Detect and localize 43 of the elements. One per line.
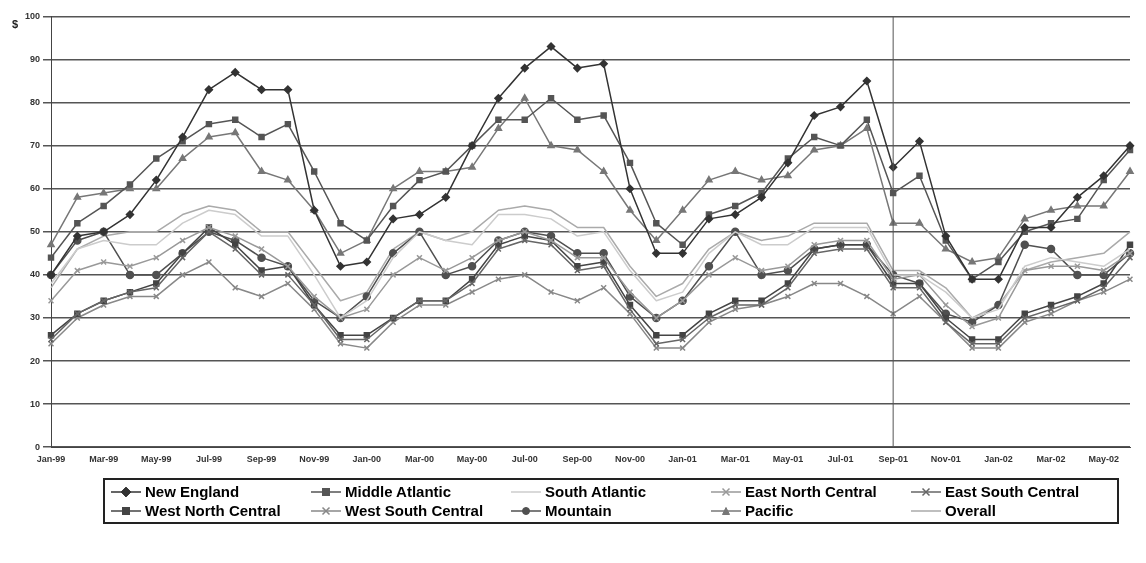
x-tick-label: May-00: [456, 454, 488, 465]
x-tick-label: Mar-99: [89, 454, 119, 465]
y-tick-label: 0: [35, 441, 41, 452]
y-tick-label: 60: [30, 183, 41, 194]
y-tick-label: 80: [30, 97, 41, 108]
legend-label: West South Central: [345, 502, 484, 519]
x-tick-label: Sep-00: [562, 454, 593, 465]
y-tick-label: 90: [30, 53, 41, 64]
x-tick-label: Nov-00: [614, 454, 645, 465]
y-tick-label: 70: [30, 140, 41, 151]
x-tick-label: Mar-02: [1036, 454, 1066, 465]
y-axis-title: $: [12, 18, 19, 30]
legend-label: Overall: [945, 502, 996, 519]
legend-label: East South Central: [945, 483, 1080, 500]
x-tick-label: Mar-01: [720, 454, 750, 465]
x-tick-label: May-02: [1088, 454, 1119, 465]
y-tick-label: 50: [30, 226, 41, 237]
legend-label: South Atlantic: [545, 483, 647, 500]
x-tick-label: Nov-99: [299, 454, 330, 465]
y-tick-label: 30: [30, 312, 41, 323]
x-tick-label: Jul-01: [827, 454, 854, 465]
x-tick-label: Jul-00: [511, 454, 538, 465]
legend-label: Pacific: [745, 502, 794, 519]
y-tick-label: 10: [30, 398, 41, 409]
legend-label: West North Central: [145, 502, 281, 519]
x-tick-label: Jul-99: [195, 454, 222, 465]
x-tick-label: Nov-01: [930, 454, 961, 465]
y-tick-label: 20: [30, 355, 41, 366]
legend-label: Middle Atlantic: [345, 483, 452, 500]
x-tick-label: Sep-99: [246, 454, 277, 465]
legend-label: New England: [145, 483, 240, 500]
x-tick-label: Jan-02: [984, 454, 1013, 465]
x-tick-label: Jan-99: [36, 454, 66, 465]
x-tick-label: Jan-00: [352, 454, 382, 465]
y-tick-label: 100: [24, 10, 41, 21]
y-tick-label: 40: [30, 269, 41, 280]
x-tick-label: Jan-01: [668, 454, 697, 465]
x-tick-label: May-01: [772, 454, 804, 465]
legend-label: Mountain: [545, 502, 612, 519]
x-tick-label: May-99: [141, 454, 172, 465]
x-tick-label: Mar-00: [404, 454, 434, 465]
legend-label: East North Central: [745, 483, 877, 500]
x-tick-label: Sep-01: [878, 454, 908, 465]
